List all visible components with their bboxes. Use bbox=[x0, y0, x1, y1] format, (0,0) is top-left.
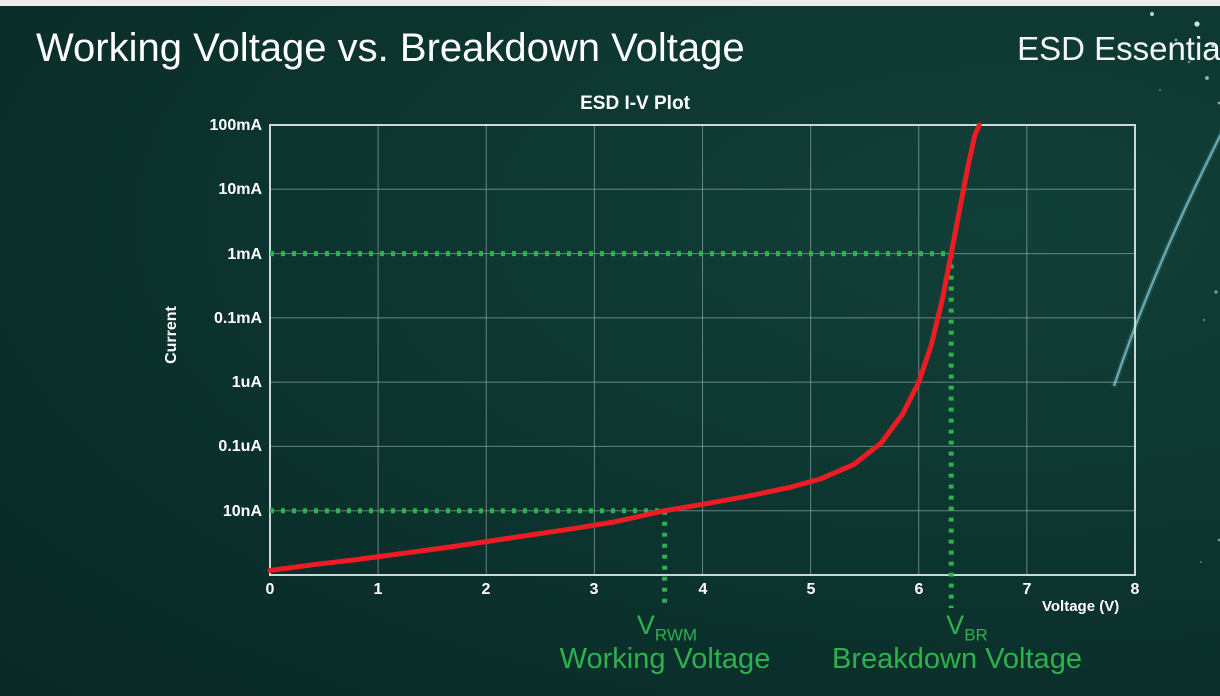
decorative-dot bbox=[1214, 290, 1218, 294]
y-tick-label: 0.1uA bbox=[218, 438, 262, 455]
y-tick-label: 100mA bbox=[209, 117, 262, 134]
slide-title: Working Voltage vs. Breakdown Voltage bbox=[36, 26, 745, 70]
x-axis-label: Voltage (V) bbox=[1042, 598, 1120, 615]
working-voltage-label: Working Voltage bbox=[559, 643, 771, 675]
decorative-dot bbox=[1217, 101, 1220, 105]
vbr-symbol-subscript: BR bbox=[964, 625, 988, 645]
decorative-dot bbox=[1202, 318, 1206, 322]
x-tick-label: 7 bbox=[1022, 581, 1032, 598]
x-tick-label: 8 bbox=[1130, 581, 1140, 598]
x-tick-label: 6 bbox=[914, 581, 924, 598]
breakdown-voltage-label: Breakdown Voltage bbox=[832, 643, 1082, 675]
y-tick-label: 10mA bbox=[218, 181, 262, 198]
vrwm-symbol-main: V bbox=[636, 610, 655, 640]
decorative-dot bbox=[1200, 561, 1202, 563]
plot-border bbox=[269, 124, 1136, 576]
decorative-dot bbox=[1211, 44, 1215, 48]
decorative-dot bbox=[1159, 89, 1161, 91]
iv-curve bbox=[267, 122, 982, 573]
x-tick-label: 4 bbox=[698, 581, 708, 598]
vbr-symbol-main: V bbox=[946, 610, 965, 640]
x-tick-label: 1 bbox=[373, 581, 383, 598]
decorative-dot bbox=[1205, 76, 1209, 80]
decorative-dot bbox=[1187, 60, 1191, 64]
brand-logo-text: ESD Essential bbox=[1017, 30, 1220, 67]
y-tick-label: 0.1mA bbox=[213, 310, 262, 327]
y-tick-label: 1uA bbox=[231, 374, 262, 391]
decorative-dot bbox=[1217, 538, 1220, 542]
vrwm-symbol-subscript: RWM bbox=[654, 625, 698, 645]
top-edge-strip bbox=[0, 0, 1220, 6]
x-tick-label: 5 bbox=[806, 581, 816, 598]
chart-title: ESD I-V Plot bbox=[580, 93, 690, 114]
vbr-symbol: VBR bbox=[946, 610, 988, 645]
x-tick-label: 2 bbox=[481, 581, 491, 598]
decorative-swoosh bbox=[1112, 133, 1220, 387]
y-tick-label: 10nA bbox=[222, 503, 262, 520]
x-tick-label: 3 bbox=[589, 581, 599, 598]
decorative-swoosh-glow bbox=[1111, 129, 1220, 387]
x-tick-label: 0 bbox=[265, 581, 275, 598]
decorative-dot bbox=[1194, 21, 1200, 27]
vrwm-symbol: VRWM bbox=[637, 610, 697, 645]
decorative-dot bbox=[1150, 12, 1154, 16]
decorative-dot bbox=[1174, 38, 1178, 42]
y-tick-label: 1mA bbox=[227, 246, 262, 263]
